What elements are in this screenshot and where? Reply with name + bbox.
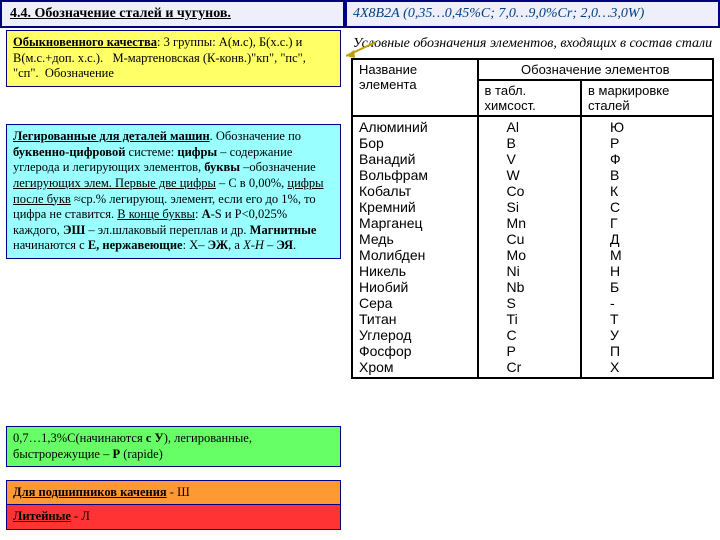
block-tool: 0,7…1,3%С(начинаются с У), легированные,… bbox=[6, 426, 341, 467]
cast-text: Литейные - Л bbox=[13, 509, 90, 523]
col-chem: AlBVWCoSiMnCuMoNiNbSTiCPCr bbox=[478, 116, 581, 378]
block-cast: Литейные - Л bbox=[6, 504, 341, 530]
elements-table: Название элемента Обозначение элементов … bbox=[351, 58, 714, 379]
table-caption: Условные обозначения элементов, входящих… bbox=[351, 36, 714, 52]
col-mark: ЮРФВКСГДМНБ-ТУПХ bbox=[581, 116, 713, 378]
quality-text: Обыкновенного качества: 3 группы: А(м.с)… bbox=[13, 35, 306, 80]
col-names: АлюминийБорВанадийВольфрамКобальтКремний… bbox=[352, 116, 478, 378]
block-bearing: Для подшипников качения - Ш bbox=[6, 480, 341, 506]
th-chem: в табл. химсост. bbox=[478, 80, 581, 116]
tool-text: 0,7…1,3%С(начинаются с У), легированные,… bbox=[13, 431, 252, 461]
block-quality: Обыкновенного качества: 3 группы: А(м.с)… bbox=[6, 30, 341, 87]
th-designation: Обозначение элементов bbox=[478, 59, 713, 80]
th-name: Название элемента bbox=[352, 59, 478, 116]
alloy-text: Легированные для деталей машин. Обозначе… bbox=[13, 129, 324, 252]
th-mark: в маркировке сталей bbox=[581, 80, 713, 116]
callout-arrow bbox=[346, 40, 380, 60]
left-column: Обыкновенного качества: 3 группы: А(м.с)… bbox=[0, 28, 345, 530]
example-formula: 4Х8В2А (0,35…0,45%С; 7,0…9,0%Cr; 2,0…3,0… bbox=[345, 0, 720, 28]
section-title: 4.4. Обозначение сталей и чугунов. bbox=[0, 0, 345, 28]
block-alloy: Легированные для деталей машин. Обозначе… bbox=[6, 124, 341, 259]
right-column: Условные обозначения элементов, входящих… bbox=[345, 28, 720, 530]
bearing-text: Для подшипников качения - Ш bbox=[13, 485, 190, 499]
